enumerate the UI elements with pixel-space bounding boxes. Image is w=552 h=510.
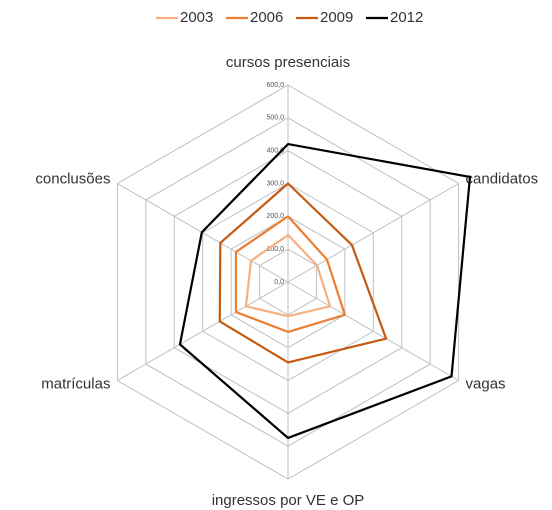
- spoke: [287, 281, 459, 381]
- tick-label: 500,0: [266, 115, 284, 122]
- tick-label: 0,0: [274, 279, 284, 286]
- axis-label: conclusões: [35, 170, 110, 187]
- axis-label: vagas: [466, 375, 506, 392]
- tick-label: 600,0: [266, 82, 284, 89]
- spoke: [117, 281, 289, 381]
- series-line: [234, 215, 346, 334]
- axis-label: candidatos: [466, 170, 539, 187]
- legend-label: 2012: [390, 9, 423, 26]
- axis-label: matrículas: [41, 375, 110, 392]
- tick-label: 100,0: [266, 246, 284, 253]
- legend-label: 2009: [320, 9, 353, 26]
- tick-label: 200,0: [266, 213, 284, 220]
- tick-label: 400,0: [266, 148, 284, 155]
- series-line: [244, 233, 332, 318]
- series-line: [218, 182, 388, 364]
- legend-label: 2003: [180, 9, 213, 26]
- axis-label: cursos presenciais: [226, 54, 350, 71]
- axis-label: ingressos por VE e OP: [212, 492, 365, 509]
- series-line: [178, 143, 472, 440]
- tick-label: 300,0: [266, 180, 284, 187]
- legend-label: 2006: [250, 9, 283, 26]
